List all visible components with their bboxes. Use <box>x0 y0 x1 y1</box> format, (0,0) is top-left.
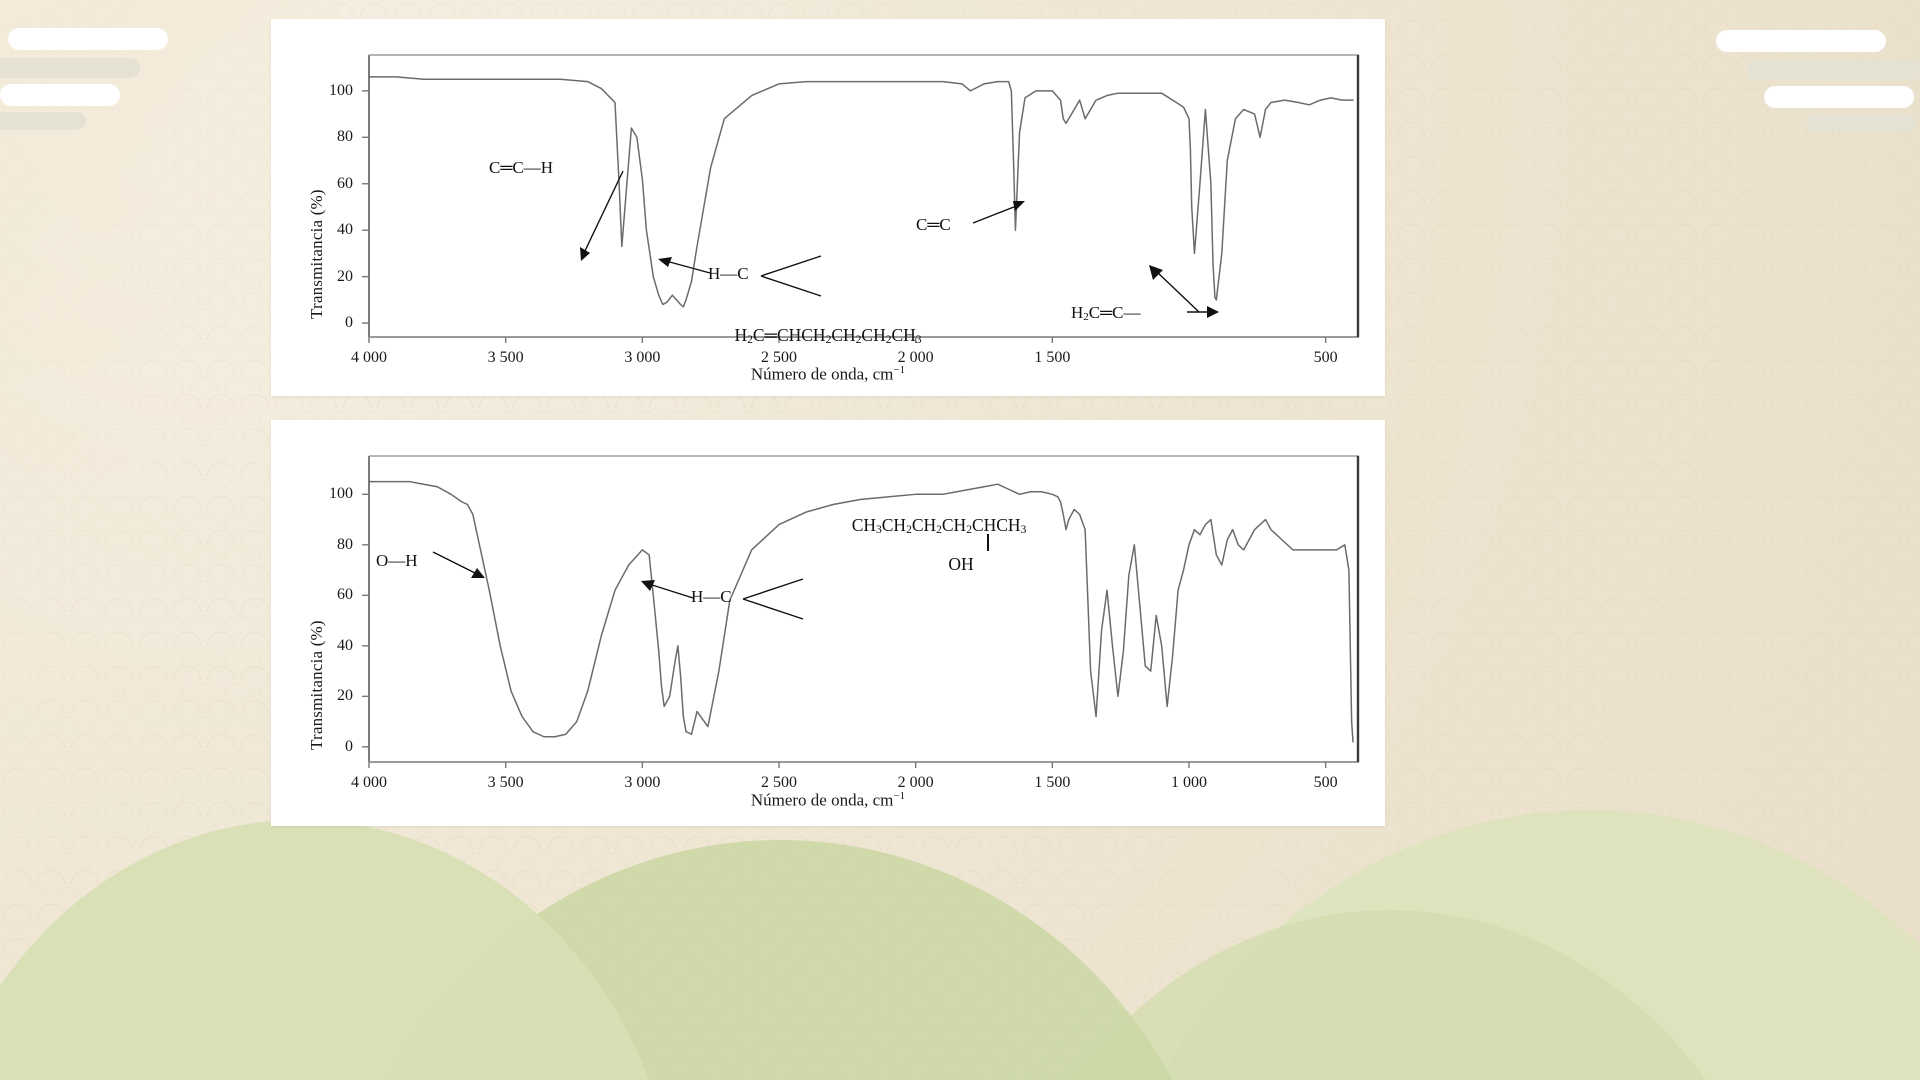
decorative-cloud-left <box>0 28 190 130</box>
x-tick-label: 500 <box>1313 774 1338 791</box>
plot-area-2: Transmitancia (%) 0 20 40 60 80 100 4 000 3 50… <box>271 420 1385 826</box>
annotation-wedge-h-c-2 <box>742 578 804 620</box>
x-tick-label: 1 500 <box>1034 349 1071 366</box>
molecule-formula-2-main: CH3CH2CH2CH2CHCH3 <box>851 515 1027 536</box>
x-axis-label-2-text: Número de onda, cm <box>750 790 894 810</box>
x-tick-label: 2 500 <box>761 349 797 366</box>
x-tick-label: 500 <box>1313 349 1338 366</box>
y-tick-label: 20 <box>337 687 353 705</box>
annotation-leader-h-c-1 <box>658 257 711 274</box>
annotation-h2c-eq-c: H2C═C— <box>1071 303 1141 323</box>
x-tick-label: 3 000 <box>624 349 661 366</box>
annotation-leader-h-c-2 <box>641 580 694 599</box>
x-tick-label: 3 000 <box>624 774 661 791</box>
annotation-h-c-sp3-text: H—C <box>708 264 749 283</box>
y-tick-label: 0 <box>345 314 353 332</box>
figure-card-ir-2-hexanol: Transmitancia (%) 0 20 40 60 80 100 4 000 3 50… <box>271 420 1385 826</box>
x-tick-label: 4 000 <box>351 774 387 791</box>
y-tick-label: 80 <box>337 535 353 553</box>
x-tick-label: 2 000 <box>897 774 934 791</box>
x-axis-label-2: Número de onda, cm−1 <box>271 790 1385 811</box>
annotation-leader-o-h <box>432 551 485 578</box>
annotation-leader-h2c-eq-c <box>1149 265 1200 313</box>
molecule-formula-2-oh: OH <box>948 554 974 574</box>
molecule-formula-2: CH3CH2CH2CH2CHCH3 OH <box>789 515 1089 575</box>
annotation-o-h-text: O—H <box>376 551 418 570</box>
decorative-cloud-right <box>1706 30 1920 132</box>
figure-card-ir-1-hexene: Transmitancia (%) 0 20 40 60 80 100 4 000 3 50… <box>271 19 1385 396</box>
y-tick-label: 40 <box>337 636 353 654</box>
spectrum-curve-1 <box>362 54 1360 343</box>
annotation-leader-c-eq-c-h <box>580 170 624 261</box>
x-tick-label: 3 500 <box>487 774 524 791</box>
annotation-o-h: O—H <box>376 550 418 571</box>
molecule-formula-1: H2C═CHCH2CH2CH2CH3 <box>734 325 922 346</box>
annotation-h-c-sp3: H—C <box>691 586 732 607</box>
x-axis-label-1-text: Número de onda, cm <box>750 364 894 384</box>
x-tick-label: 4 000 <box>351 349 387 366</box>
annotation-c-eq-c: C═C <box>916 214 951 235</box>
x-tick-label: 2 000 <box>897 349 934 366</box>
x-axis-label-2-exponent: −1 <box>893 790 906 802</box>
annotation-c-eq-c-text: C═C <box>916 215 951 234</box>
annotation-wedge-h-c-1 <box>760 255 822 297</box>
x-tick-label: 3 500 <box>487 349 524 366</box>
x-tick-label: 1 000 <box>1171 774 1207 791</box>
annotation-c-eq-c-h: C═C—H <box>489 157 553 178</box>
annotation-h-c-sp3-text: H—C <box>691 587 732 606</box>
annotation-leader-h2c-eq-c-right <box>1187 306 1219 318</box>
y-tick-label: 60 <box>337 174 353 192</box>
y-tick-label: 100 <box>329 485 353 503</box>
molecule-formula-2-bond <box>789 534 1089 560</box>
x-axis-label-1-exponent: −1 <box>893 364 906 376</box>
x-tick-label: 1 500 <box>1034 774 1071 791</box>
x-tick-label: 2 500 <box>761 774 797 791</box>
x-axis-label-1: Número de onda, cm−1 <box>271 364 1385 385</box>
plot-area-1: Transmitancia (%) 0 20 40 60 80 100 4 000 3 50… <box>271 19 1385 396</box>
y-tick-label: 80 <box>337 128 353 146</box>
y-tick-label: 20 <box>337 267 353 285</box>
annotation-c-eq-c-h-text: C═C—H <box>489 158 553 177</box>
spectrum-curve-2 <box>362 455 1360 768</box>
y-tick-label: 40 <box>337 221 353 239</box>
y-tick-label: 60 <box>337 586 353 604</box>
annotation-leader-c-eq-c <box>972 201 1025 224</box>
annotation-h-c-sp3: H—C <box>708 263 749 284</box>
y-tick-label: 100 <box>329 81 353 99</box>
y-tick-label: 0 <box>345 737 353 755</box>
